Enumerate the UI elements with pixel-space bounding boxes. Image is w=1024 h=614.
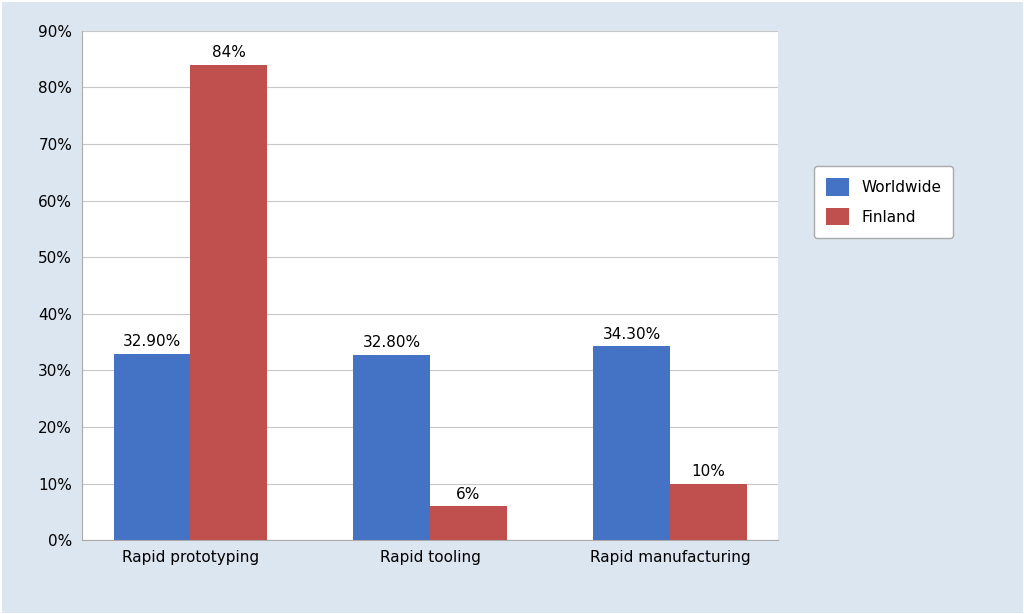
Text: 32.90%: 32.90% (123, 335, 181, 349)
Bar (114, 354, 190, 540)
Text: 6%: 6% (457, 487, 480, 502)
Bar (353, 355, 430, 540)
Text: 34.30%: 34.30% (602, 327, 660, 341)
Legend: Worldwide, Finland: Worldwide, Finland (814, 166, 953, 238)
Bar (593, 346, 670, 540)
Text: 32.80%: 32.80% (362, 335, 421, 350)
Bar (430, 507, 507, 540)
Bar (190, 64, 267, 540)
Bar (670, 484, 746, 540)
Text: 84%: 84% (212, 45, 246, 60)
Text: 10%: 10% (691, 464, 725, 479)
